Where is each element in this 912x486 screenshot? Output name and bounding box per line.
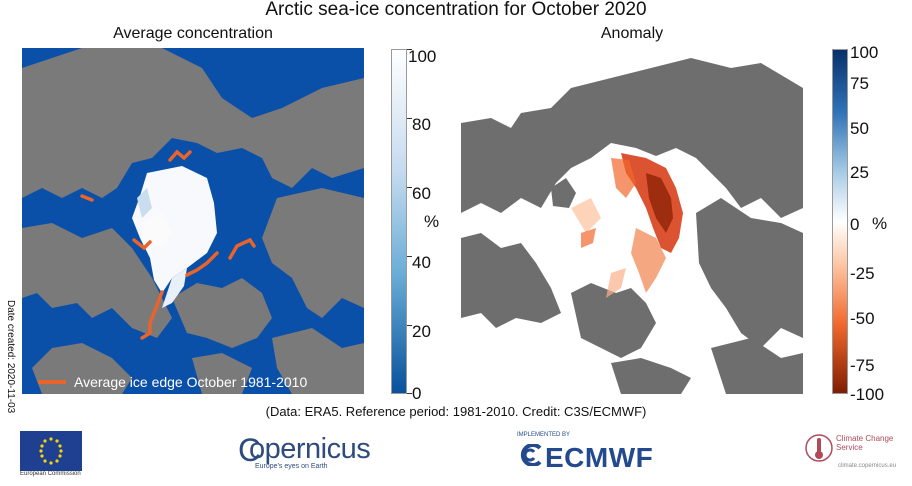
anomaly-map [461, 48, 803, 394]
anomaly-tick-neg100: -100 [850, 385, 885, 404]
right-map-title: Anomaly [600, 25, 664, 42]
ice-edge-legend-swatch [38, 380, 66, 384]
concentration-tick-40: 40 [412, 253, 431, 272]
eu-flag-logo [20, 431, 82, 471]
anomaly-tick-50: 50 [850, 119, 869, 138]
eu-commission-label: European Commission [20, 471, 81, 477]
anomaly-svg [461, 48, 803, 394]
anomaly-unit: % [872, 214, 888, 233]
anomaly-tick-25: 25 [850, 163, 869, 182]
concentration-tick-60: 60 [412, 184, 431, 203]
ecmwf-symbol-icon [516, 443, 542, 471]
anomaly-colorbar [832, 49, 848, 394]
copernicus-logo: opernicus [249, 433, 371, 465]
concentration-tick-80: 80 [412, 115, 431, 134]
concentration-tick-100: 100 [408, 47, 437, 66]
page-title: Arctic sea-ice concentration for October… [265, 0, 647, 20]
anomaly-tick-neg50: -50 [850, 309, 875, 328]
anomaly-tick-0: 0 [850, 215, 860, 234]
average-concentration-map [22, 48, 364, 394]
concentration-tick-0: 0 [412, 384, 422, 403]
ecmwf-implemented-label: IMPLEMENTED BY [517, 432, 571, 438]
copernicus-tagline: Europe's eyes on Earth [255, 463, 328, 470]
ice-edge-legend: Average ice edge October 1981-2010 [38, 374, 307, 390]
concentration-colorbar [391, 49, 407, 394]
credit-line: (Data: ERA5. Reference period: 1981-2010… [265, 404, 647, 419]
anomaly-tick-neg25: -25 [850, 264, 875, 283]
c3s-url: climate.copernicus.eu [838, 463, 897, 469]
average-concentration-svg [22, 48, 364, 394]
c3s-thermometer-icon [805, 432, 833, 469]
concentration-tick-20: 20 [412, 322, 431, 341]
concentration-colorbar-ticks [407, 49, 417, 394]
left-map-title: Average concentration [113, 25, 273, 42]
anomaly-tick-neg75: -75 [850, 356, 875, 375]
concentration-unit: % [424, 212, 440, 231]
anomaly-tick-100: 100 [850, 43, 879, 62]
copernicus-c-logo: C [238, 432, 262, 468]
ecmwf-logo: ECMWF [545, 442, 654, 473]
date-created-wrapper: Date created: 2020-11-03 [4, 300, 16, 413]
anomaly-tick-75: 75 [850, 74, 869, 93]
ice-edge-legend-label: Average ice edge October 1981-2010 [74, 374, 308, 390]
c3s-logo: Climate Change Service [836, 434, 894, 452]
date-created-note: Date created: 2020-11-03 [5, 300, 16, 414]
